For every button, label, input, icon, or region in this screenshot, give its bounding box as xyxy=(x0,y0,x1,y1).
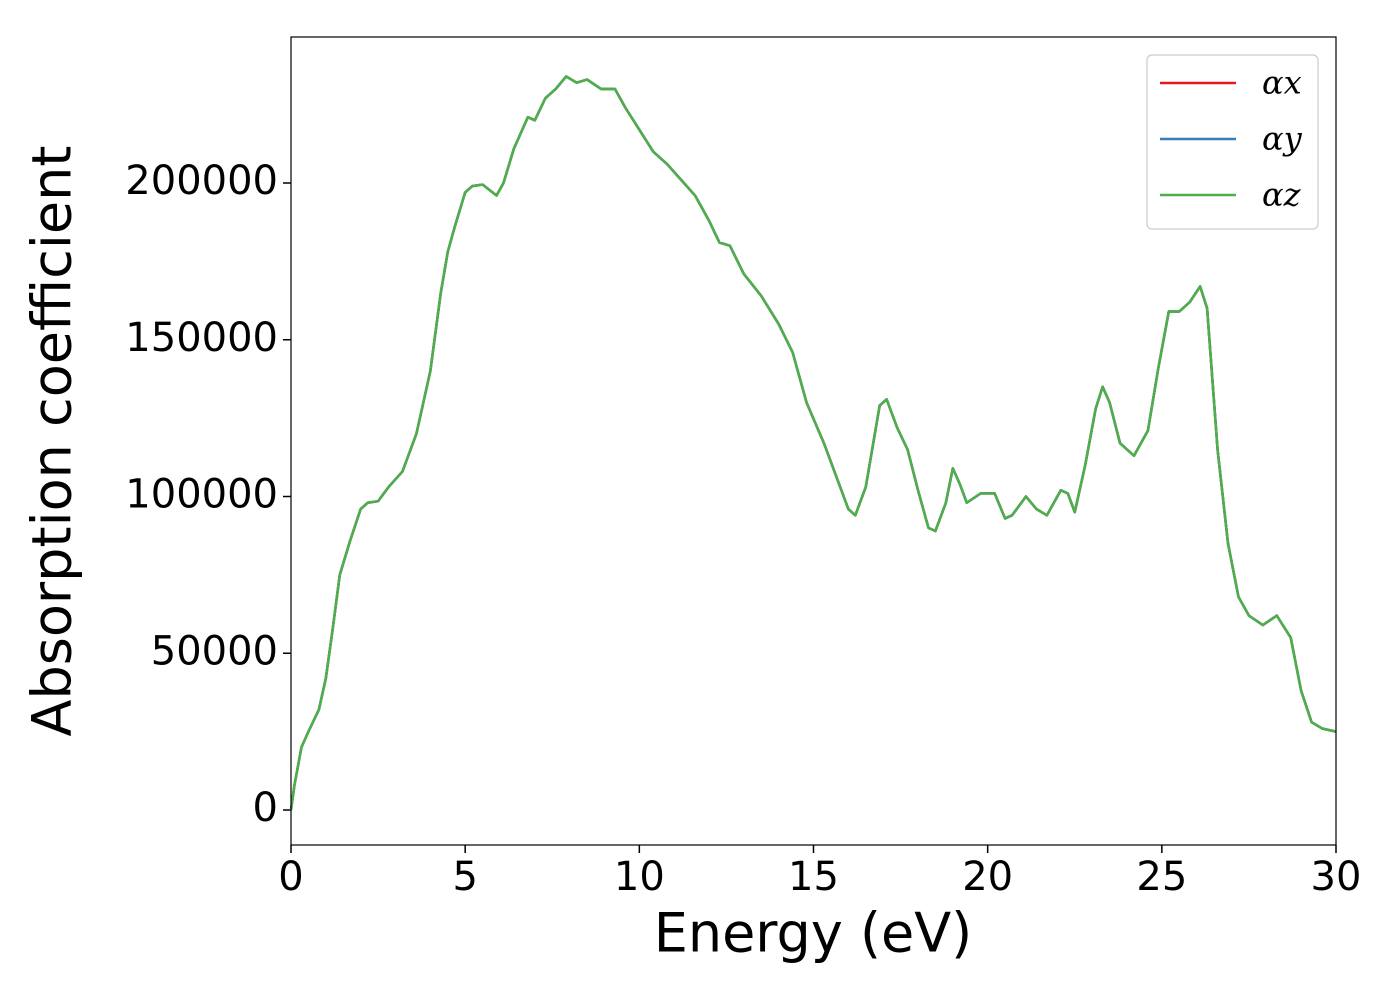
legend-box xyxy=(1146,54,1319,230)
legend-label: αy xyxy=(1262,120,1303,158)
x-tick-label: 0 xyxy=(278,854,303,900)
y-tick-label: 100000 xyxy=(125,472,278,518)
x-tick-label: 15 xyxy=(788,854,839,900)
y-axis-label: Absorption coefficient xyxy=(21,146,84,737)
x-tick-label: 5 xyxy=(452,854,477,900)
line xyxy=(289,75,1337,811)
y-tick-label: 50000 xyxy=(151,628,278,674)
legend-label: αz xyxy=(1262,176,1302,214)
legend-label: αx xyxy=(1262,64,1302,102)
x-tick-label: 10 xyxy=(614,854,665,900)
x-tick-label: 30 xyxy=(1311,854,1362,900)
y-tick-label: 200000 xyxy=(125,158,278,204)
plot-frame xyxy=(290,36,1337,846)
x-tick-label: 20 xyxy=(962,854,1013,900)
x-axis-label: Energy (eV) xyxy=(654,902,973,965)
y-tick-label: 150000 xyxy=(125,315,278,361)
x-tick-label: 25 xyxy=(1136,854,1187,900)
y-tick-label: 0 xyxy=(253,785,278,831)
